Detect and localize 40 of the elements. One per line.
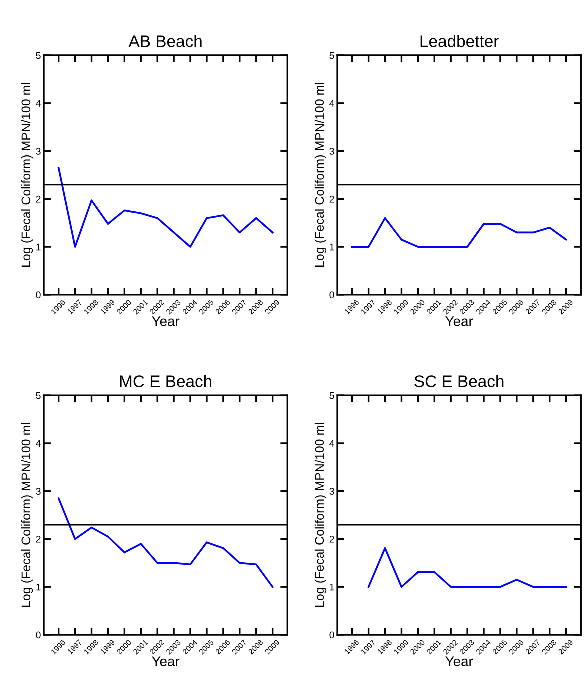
y-tick-label: 3 (36, 148, 41, 155)
chart-title: SC E Beach (414, 375, 504, 388)
y-axis-title: Log (Fecal Coliform) MPN/100 ml (314, 423, 327, 607)
x-axis-title: Year (446, 656, 474, 666)
line-series (58, 167, 274, 248)
y-tick-label: 2 (330, 196, 334, 203)
chart-title: MC E Beach (120, 375, 212, 388)
y-tick-label: 4 (36, 100, 41, 107)
chart-title: AB Beach (128, 35, 202, 48)
y-tick-label: 5 (330, 52, 334, 60)
y-tick-label: 2 (36, 196, 41, 203)
y-tick-label: 4 (330, 100, 334, 107)
y-tick-label: 5 (36, 392, 41, 400)
y-axis-title: Log (Fecal Coliform) MPN/100 ml (21, 83, 34, 267)
y-tick-label: 5 (330, 392, 334, 400)
line-series (58, 498, 274, 588)
y-tick-label: 0 (36, 292, 41, 299)
x-axis-title: Year (152, 316, 180, 326)
y-tick-label: 3 (330, 488, 334, 495)
y-tick-label: 4 (36, 440, 41, 447)
y-tick-label: 3 (330, 148, 334, 155)
y-tick-label: 3 (36, 488, 41, 495)
y-tick-label: 2 (330, 536, 334, 543)
line-series (351, 217, 568, 248)
y-tick-label: 0 (330, 292, 334, 299)
line-series (368, 547, 568, 588)
y-tick-label: 1 (36, 584, 41, 591)
y-tick-label: 5 (36, 52, 41, 60)
chart-title: Leadbetter (420, 35, 499, 48)
y-tick-label: 1 (36, 244, 41, 251)
y-tick-label: 0 (36, 632, 41, 639)
y-axis-title: Log (Fecal Coliform) MPN/100 ml (21, 423, 34, 607)
y-tick-label: 1 (330, 584, 334, 591)
x-axis-title: Year (446, 316, 474, 326)
y-tick-label: 4 (330, 440, 334, 447)
y-tick-label: 0 (330, 632, 334, 639)
y-axis-title: Log (Fecal Coliform) MPN/100 ml (314, 83, 327, 267)
y-tick-label: 1 (330, 244, 334, 251)
x-axis-title: Year (152, 656, 180, 666)
y-tick-label: 2 (36, 536, 41, 543)
